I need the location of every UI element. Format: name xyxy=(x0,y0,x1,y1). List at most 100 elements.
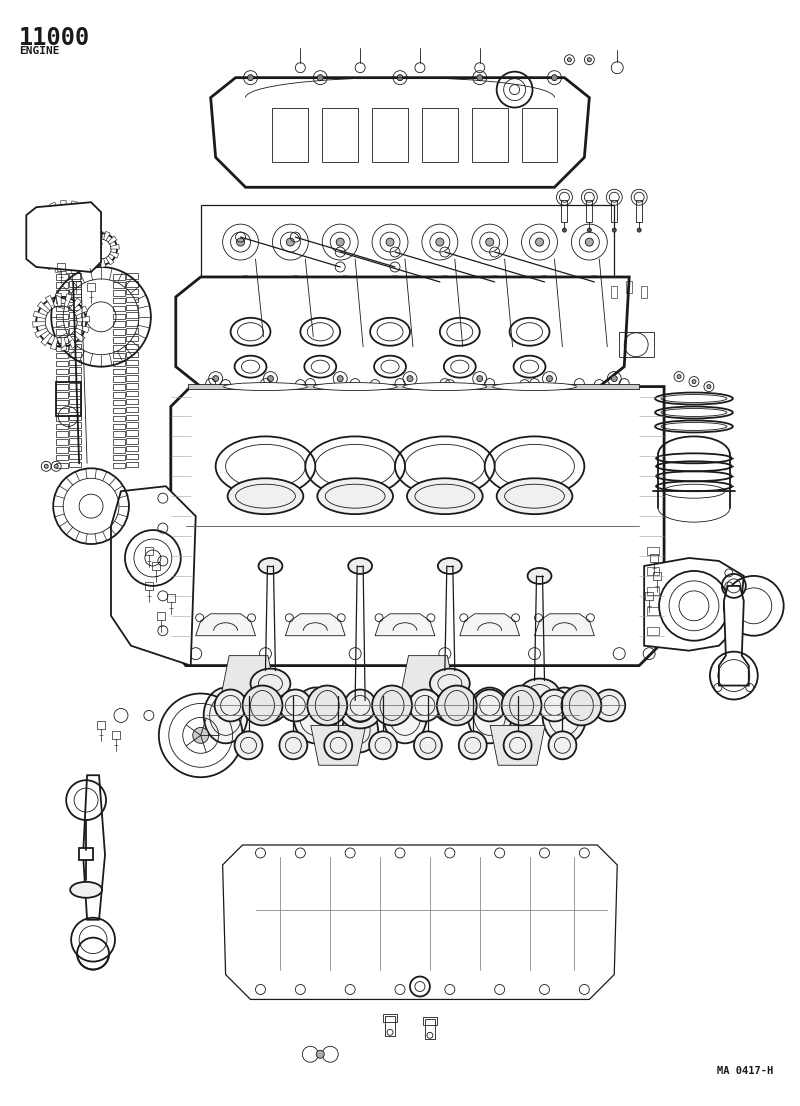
Bar xyxy=(69,281,81,286)
Polygon shape xyxy=(460,614,519,636)
Bar xyxy=(79,848,93,860)
Circle shape xyxy=(338,376,343,382)
Bar xyxy=(113,393,125,398)
Bar xyxy=(87,283,95,291)
Text: 11000: 11000 xyxy=(19,25,90,50)
Bar xyxy=(126,273,138,279)
Bar xyxy=(126,321,138,326)
Bar xyxy=(113,384,125,389)
Bar xyxy=(383,1014,397,1022)
Circle shape xyxy=(562,228,566,232)
Polygon shape xyxy=(88,233,96,242)
Circle shape xyxy=(279,731,307,760)
Bar xyxy=(126,430,138,436)
Circle shape xyxy=(213,376,218,382)
Bar xyxy=(126,422,138,428)
Circle shape xyxy=(486,238,494,246)
Circle shape xyxy=(193,728,209,743)
Circle shape xyxy=(414,731,442,760)
Circle shape xyxy=(587,58,591,62)
Bar xyxy=(56,290,68,295)
Bar xyxy=(56,447,68,452)
Bar xyxy=(647,567,659,575)
Ellipse shape xyxy=(242,686,282,726)
Bar xyxy=(69,453,81,459)
Bar xyxy=(69,375,81,380)
Bar xyxy=(69,312,81,317)
Bar xyxy=(113,290,125,295)
Bar xyxy=(113,282,125,288)
Polygon shape xyxy=(76,325,90,333)
Polygon shape xyxy=(70,201,78,217)
Bar xyxy=(56,382,81,417)
Bar xyxy=(385,1016,395,1036)
Polygon shape xyxy=(67,335,77,348)
Polygon shape xyxy=(31,244,46,253)
Ellipse shape xyxy=(527,568,551,584)
Circle shape xyxy=(369,731,397,760)
Bar xyxy=(56,416,68,421)
Ellipse shape xyxy=(407,478,482,514)
Bar xyxy=(69,336,81,342)
Polygon shape xyxy=(50,202,59,218)
Polygon shape xyxy=(88,231,103,237)
Polygon shape xyxy=(30,226,46,233)
Polygon shape xyxy=(96,231,101,239)
Circle shape xyxy=(324,731,352,760)
Polygon shape xyxy=(222,845,618,1000)
Ellipse shape xyxy=(403,383,486,390)
Polygon shape xyxy=(401,656,455,696)
Bar xyxy=(113,361,125,366)
Ellipse shape xyxy=(497,478,572,514)
Bar xyxy=(113,439,125,445)
Circle shape xyxy=(316,1051,324,1058)
Ellipse shape xyxy=(294,688,338,743)
Bar xyxy=(126,383,138,388)
Ellipse shape xyxy=(468,688,512,743)
Bar xyxy=(126,453,138,459)
Bar xyxy=(641,286,647,298)
Bar xyxy=(167,594,174,602)
Bar xyxy=(126,407,138,413)
Bar xyxy=(113,455,125,460)
Polygon shape xyxy=(34,216,49,227)
Bar xyxy=(56,314,68,320)
Ellipse shape xyxy=(562,686,602,726)
Bar xyxy=(69,273,81,279)
Polygon shape xyxy=(26,202,101,272)
Bar xyxy=(69,383,81,388)
Ellipse shape xyxy=(348,559,372,574)
Bar xyxy=(56,431,68,437)
Polygon shape xyxy=(76,205,88,219)
Ellipse shape xyxy=(314,383,397,390)
Polygon shape xyxy=(40,208,54,221)
Bar xyxy=(126,289,138,294)
Bar xyxy=(113,345,125,351)
Bar xyxy=(645,592,653,599)
Bar xyxy=(425,1020,435,1040)
Ellipse shape xyxy=(224,383,307,390)
Polygon shape xyxy=(210,77,590,187)
Circle shape xyxy=(397,75,403,81)
Bar xyxy=(112,731,120,739)
Bar xyxy=(113,400,125,406)
Bar xyxy=(650,554,658,562)
Bar xyxy=(126,336,138,342)
Circle shape xyxy=(237,238,245,246)
Circle shape xyxy=(535,238,543,246)
Bar xyxy=(69,344,81,349)
Ellipse shape xyxy=(437,686,477,726)
Circle shape xyxy=(677,375,681,378)
Bar xyxy=(647,627,659,635)
Ellipse shape xyxy=(70,881,102,898)
Bar xyxy=(372,107,408,163)
Polygon shape xyxy=(108,236,117,244)
Bar xyxy=(113,447,125,452)
Polygon shape xyxy=(375,614,435,636)
Bar xyxy=(69,359,81,365)
Circle shape xyxy=(247,75,254,81)
Bar xyxy=(113,416,125,421)
Circle shape xyxy=(318,75,323,81)
Circle shape xyxy=(54,465,58,468)
Bar xyxy=(126,304,138,310)
